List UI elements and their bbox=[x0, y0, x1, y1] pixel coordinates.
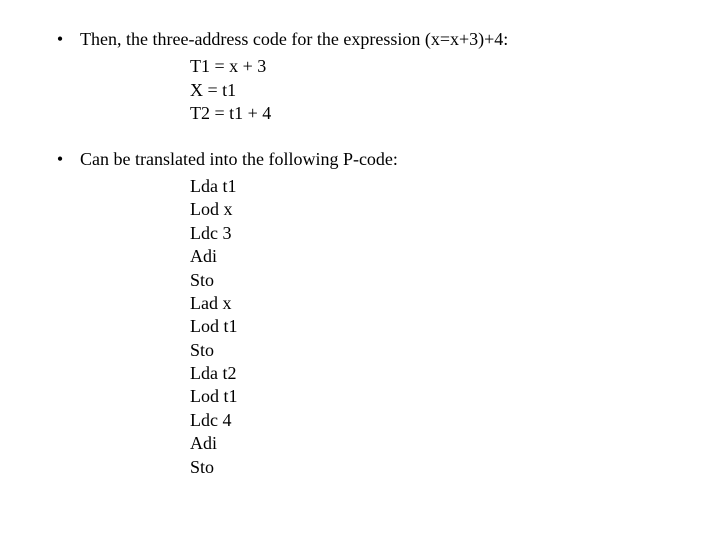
code-line: Sto bbox=[190, 339, 680, 362]
code-line: Sto bbox=[190, 456, 680, 479]
code-line: Lod t1 bbox=[190, 385, 680, 408]
bullet-mark: • bbox=[40, 148, 80, 171]
p-code-block: Lda t1 Lod x Ldc 3 Adi Sto Lad x Lod t1 … bbox=[190, 175, 680, 479]
code-line: X = t1 bbox=[190, 79, 680, 102]
code-line: Lda t1 bbox=[190, 175, 680, 198]
code-line: Adi bbox=[190, 245, 680, 268]
code-line: Sto bbox=[190, 269, 680, 292]
code-line: Adi bbox=[190, 432, 680, 455]
code-line: Ldc 3 bbox=[190, 222, 680, 245]
code-line: Lod t1 bbox=[190, 315, 680, 338]
code-line: Ldc 4 bbox=[190, 409, 680, 432]
three-address-code-block: T1 = x + 3 X = t1 T2 = t1 + 4 bbox=[190, 55, 680, 125]
code-line: T1 = x + 3 bbox=[190, 55, 680, 78]
bullet-item: • Then, the three-address code for the e… bbox=[40, 28, 680, 51]
code-line: T2 = t1 + 4 bbox=[190, 102, 680, 125]
section-gap bbox=[40, 126, 680, 148]
code-line: Lda t2 bbox=[190, 362, 680, 385]
code-line: Lad x bbox=[190, 292, 680, 315]
bullet-intro-text: Can be translated into the following P-c… bbox=[80, 148, 680, 171]
bullet-intro-text: Then, the three-address code for the exp… bbox=[80, 28, 680, 51]
bullet-item: • Can be translated into the following P… bbox=[40, 148, 680, 171]
bullet-mark: • bbox=[40, 28, 80, 51]
code-line: Lod x bbox=[190, 198, 680, 221]
slide-content: • Then, the three-address code for the e… bbox=[0, 0, 720, 479]
